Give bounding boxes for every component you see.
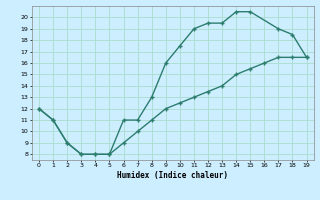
X-axis label: Humidex (Indice chaleur): Humidex (Indice chaleur) [117, 171, 228, 180]
